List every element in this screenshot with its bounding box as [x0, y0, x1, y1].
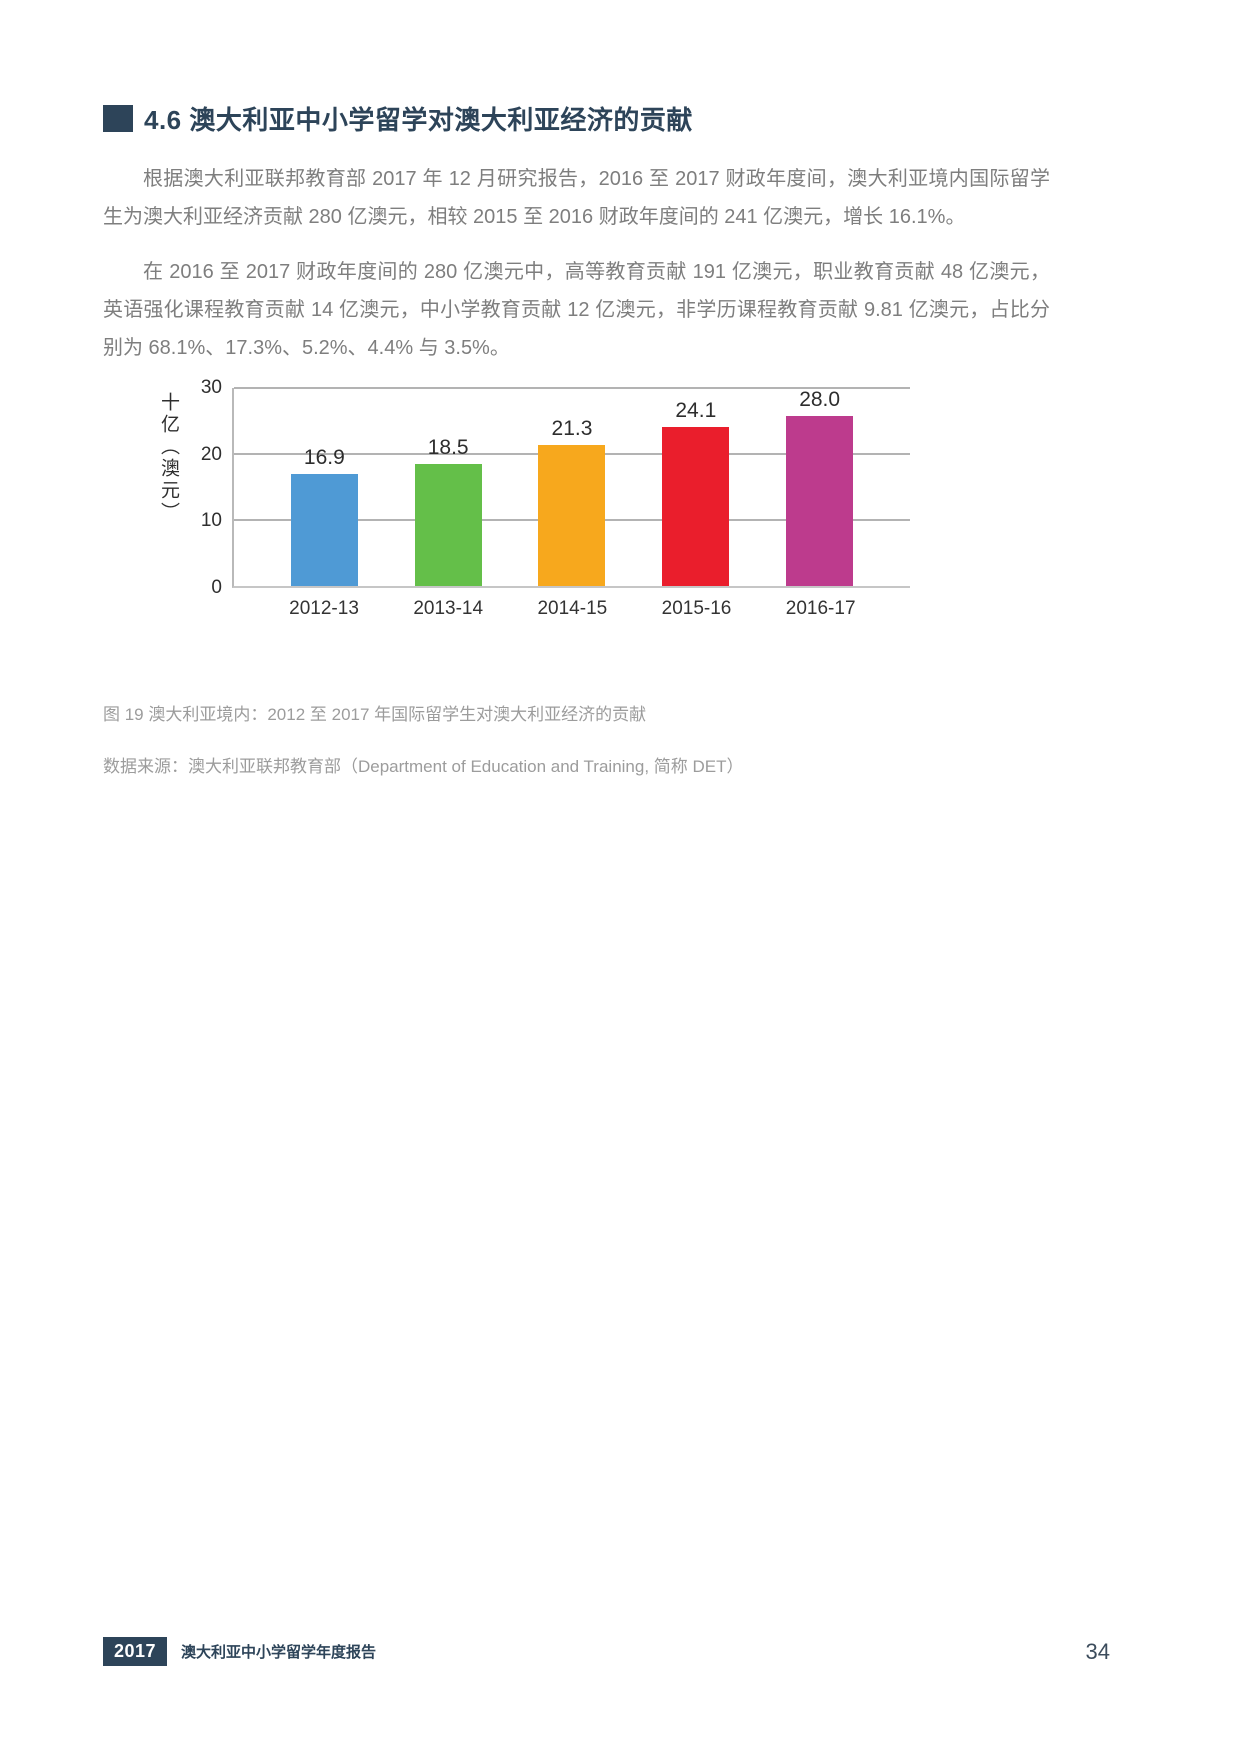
figure-caption: 图 19 澳大利亚境内：2012 至 2017 年国际留学生对澳大利亚经济的贡献	[103, 705, 647, 724]
paragraph-sector-breakdown: 在 2016 至 2017 财政年度间的 280 亿澳元中，高等教育贡献 191…	[103, 261, 1050, 359]
bar-group-2016-17: 28.0	[786, 388, 854, 586]
bar-group-2012-13: 16.9	[290, 388, 358, 586]
heading-bullet-square	[103, 105, 133, 132]
x-axis-label: 2015-16	[661, 598, 732, 619]
bar-2015-16	[662, 426, 730, 586]
section-heading: 4.6 澳大利亚中小学留学对澳大利亚经济的贡献	[103, 100, 1053, 137]
bar-2016-17	[786, 416, 854, 586]
plot-area: 16.9 18.5 21.3 24.1	[232, 387, 910, 588]
chart-body: 十亿（澳元） 0 10 20 30 16.9 18.5 21.3	[148, 377, 910, 620]
x-axis-labels: 2012-13 2013-14 2014-15 2015-16 2016-17	[232, 598, 910, 620]
bar-group-2013-14: 18.5	[414, 388, 482, 586]
y-axis-unit-label: 十亿（澳元）	[158, 392, 179, 524]
section-title: 4.6 澳大利亚中小学留学对澳大利亚经济的贡献	[144, 105, 693, 135]
y-axis-ticks: 0 10 20 30	[182, 377, 232, 598]
footer-year-badge: 2017	[103, 1637, 168, 1666]
chart-plot-column: 16.9 18.5 21.3 24.1	[232, 387, 910, 620]
page-number: 34	[1085, 1638, 1110, 1664]
y-tick-label: 30	[200, 377, 222, 398]
y-tick-label: 0	[211, 577, 222, 598]
bar-value-label: 24.1	[675, 398, 717, 422]
bar-2014-15	[538, 445, 606, 586]
y-tick-label: 20	[200, 443, 222, 465]
footer-report-title: 澳大利亚中小学留学年度报告	[181, 1644, 377, 1661]
gridline	[234, 387, 910, 389]
bar-chart: 十亿（澳元） 0 10 20 30 16.9 18.5 21.3	[148, 377, 910, 620]
page-footer: 2017 澳大利亚中小学留学年度报告 34	[103, 1637, 1110, 1666]
bar-2012-13	[290, 474, 358, 586]
bar-value-label: 16.9	[303, 446, 345, 470]
y-tick-label: 10	[200, 510, 222, 532]
bar-value-label: 28.0	[799, 388, 841, 411]
x-axis-label: 2012-13	[289, 598, 359, 619]
bars-layer: 16.9 18.5 21.3 24.1	[234, 388, 910, 586]
paragraph-economic-contribution: 根据澳大利亚联邦教育部 2017 年 12 月研究报告，2016 至 2017 …	[103, 168, 1050, 228]
x-axis-label: 2013-14	[413, 598, 484, 619]
data-source-caption: 数据来源：澳大利亚联邦教育部（Department of Education a…	[103, 757, 744, 776]
x-axis-label: 2014-15	[537, 598, 608, 619]
bar-2013-14	[414, 463, 482, 586]
bar-group-2014-15: 21.3	[538, 388, 606, 586]
bar-value-label: 18.5	[427, 435, 469, 459]
bar-group-2015-16: 24.1	[662, 388, 730, 586]
x-axis-label: 2016-17	[785, 598, 856, 619]
bar-value-label: 21.3	[551, 417, 593, 441]
